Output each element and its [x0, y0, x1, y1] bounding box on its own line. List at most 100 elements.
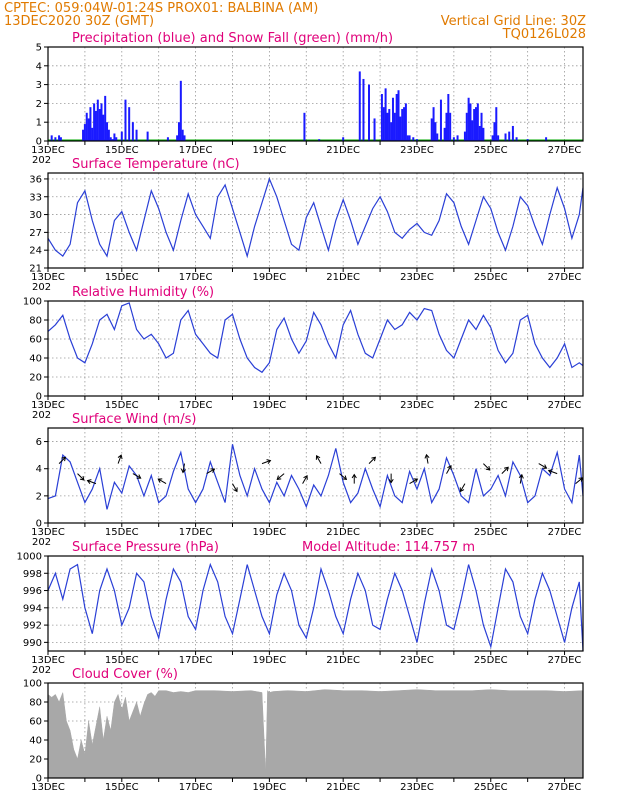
- precip-bar: [131, 122, 134, 141]
- wind-arrow: [77, 473, 85, 481]
- y-tick-label: 994: [23, 603, 42, 614]
- wind-arrow: [409, 478, 419, 485]
- precip-bar: [475, 107, 477, 141]
- wind-arrow-head: [447, 464, 452, 470]
- precip-bar: [403, 107, 406, 141]
- y-tick-label: 20: [29, 373, 42, 384]
- wind-arrow: [547, 469, 558, 475]
- panel-rh: 0 20 40 60 80 100 13DEC 15DEC 17DEC 19DEC 21DEC 23D…: [23, 285, 584, 421]
- precip-bar: [166, 137, 169, 141]
- y-tick-label: 0: [36, 774, 42, 785]
- wind-arrow-shaft: [77, 473, 85, 481]
- header-model: TQ0126L028: [502, 27, 586, 42]
- y-tick-label: 2: [36, 491, 42, 502]
- panel-temp: 21 24 27 30 33 36 13DEC 15DEC 17DEC 19DEC 21DEC 23D…: [29, 157, 584, 293]
- precip-bar: [181, 129, 184, 141]
- wind-arrow-head: [86, 479, 92, 484]
- y-tick-label: 40: [29, 354, 42, 365]
- x-tick-label: 27DEC: [548, 527, 582, 538]
- x-axis-year-stub: 202: [32, 410, 51, 421]
- panel-frame: [47, 300, 584, 397]
- precip-bar: [183, 135, 186, 141]
- panel-frame: [47, 427, 584, 524]
- x-tick-label: 25DEC: [474, 782, 508, 793]
- y-tick-label: 1000: [17, 552, 42, 563]
- precip-bar: [303, 112, 306, 141]
- y-tick-label: 5: [36, 43, 42, 54]
- precip-bar: [412, 137, 415, 141]
- precip-bar: [436, 133, 439, 141]
- precip-bar: [135, 129, 138, 141]
- wind-arrow: [446, 464, 452, 474]
- precip-bar: [443, 127, 446, 141]
- precip-bar: [91, 127, 94, 141]
- wind-arrow-head: [485, 465, 491, 471]
- precip-bar: [449, 112, 452, 141]
- precip-bar: [388, 109, 391, 141]
- precip-bar: [432, 107, 435, 141]
- panel-title: Surface Pressure (hPa): [72, 540, 219, 555]
- panel-pressure: 990 992 994 996 998 1000 13DEC 15DEC 17DEC 19DEC 2…: [17, 540, 584, 676]
- precip-bar: [83, 124, 86, 141]
- wind-arrow-head: [276, 475, 282, 480]
- wind-arrow-shaft: [501, 466, 509, 474]
- wind-arrow-shaft: [316, 455, 322, 464]
- precip-bar: [445, 112, 448, 141]
- wind-arrow-shaft: [519, 474, 523, 484]
- x-tick-label: 19DEC: [253, 655, 287, 666]
- precip-bar: [504, 133, 507, 141]
- precip-bar: [386, 112, 389, 141]
- wind-arrow: [339, 473, 348, 480]
- wind-arrow: [368, 456, 377, 464]
- x-axis-year-stub: 202: [32, 665, 51, 676]
- wind-arrow: [483, 463, 491, 471]
- wind-arrow: [206, 468, 216, 475]
- wind-arrow: [86, 479, 97, 485]
- precip-bar: [179, 80, 182, 141]
- wind-arrow-shaft: [117, 454, 122, 464]
- wind-arrow: [261, 459, 272, 465]
- wind-arrow-head: [303, 474, 308, 480]
- precip-bar: [467, 97, 470, 141]
- wind-arrow-shaft: [548, 470, 558, 475]
- y-tick-label: 0: [36, 392, 42, 403]
- wind-arrow-head: [342, 475, 348, 480]
- precip-bar: [476, 103, 479, 141]
- x-tick-label: 15DEC: [105, 400, 139, 411]
- wind-arrow-head: [136, 474, 142, 479]
- wind-arrow-head: [351, 473, 357, 479]
- wind-arrow-shaft: [58, 456, 66, 464]
- precip-bar: [495, 107, 498, 141]
- y-tick-label: 27: [29, 228, 42, 239]
- wind-arrow-head: [518, 473, 524, 479]
- precip-bar: [408, 135, 411, 141]
- precip-bar: [94, 110, 97, 141]
- precip-bar: [456, 135, 459, 141]
- x-axis-year-stub: 202: [32, 155, 51, 166]
- wind-arrow-head: [61, 456, 67, 462]
- x-tick-label: 13DEC: [31, 272, 65, 283]
- wind-arrow: [276, 473, 285, 480]
- panel-frame: [47, 682, 584, 779]
- wind-arrow-shaft: [483, 463, 491, 471]
- panel-title: Relative Humidity (%): [72, 285, 214, 300]
- precip-bar: [401, 109, 404, 141]
- precip-bar: [111, 139, 114, 141]
- panel-wind: 0 2 4 6 13DEC 15DEC 17DEC 19DEC 21DEC 23DEC 25DEC 2…: [31, 412, 584, 548]
- precip-bar: [526, 139, 529, 141]
- y-tick-label: 996: [23, 586, 42, 597]
- precip-bar: [342, 137, 345, 141]
- precip-bar: [491, 135, 494, 141]
- y-tick-label: 998: [23, 569, 42, 580]
- precip-bar: [87, 118, 90, 141]
- x-tick-label: 25DEC: [474, 145, 508, 156]
- panel-title: Cloud Cover (%): [72, 667, 178, 682]
- precip-bar: [96, 99, 99, 141]
- wind-arrow-shaft: [261, 460, 271, 465]
- wind-line: [47, 444, 584, 510]
- temp-line: [47, 177, 584, 259]
- precip-bar: [497, 135, 500, 141]
- wind-arrow: [58, 456, 67, 464]
- wind-arrow-head: [210, 468, 216, 473]
- wind-arrow-head: [233, 487, 238, 493]
